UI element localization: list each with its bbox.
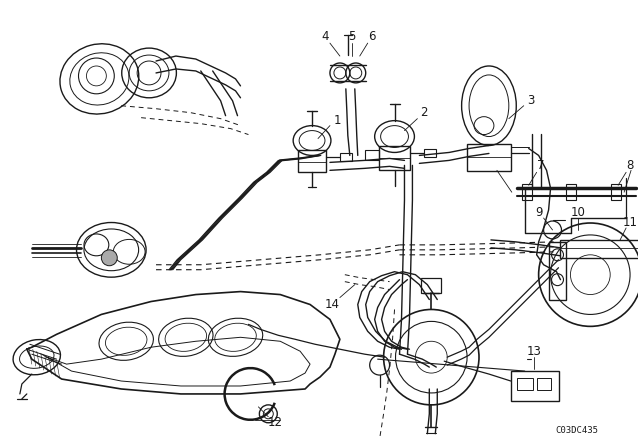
Text: 6: 6 xyxy=(368,30,376,43)
Bar xyxy=(298,151,326,172)
Bar xyxy=(340,154,352,161)
Text: C03DC435: C03DC435 xyxy=(556,426,598,435)
Text: 4: 4 xyxy=(321,30,329,43)
Bar xyxy=(421,278,441,293)
Text: 12: 12 xyxy=(268,416,283,429)
Bar xyxy=(611,184,621,200)
Text: 3: 3 xyxy=(527,94,534,107)
Bar xyxy=(548,242,566,300)
Bar xyxy=(379,146,410,170)
Circle shape xyxy=(101,250,117,266)
Text: 11: 11 xyxy=(623,215,637,228)
Text: 5: 5 xyxy=(348,30,355,43)
Bar xyxy=(537,378,550,390)
Text: 2: 2 xyxy=(420,106,428,119)
Text: 9: 9 xyxy=(535,206,542,219)
Bar xyxy=(511,371,559,401)
Bar xyxy=(522,184,532,200)
Text: 14: 14 xyxy=(324,298,339,311)
Text: 7: 7 xyxy=(537,159,545,172)
Bar xyxy=(424,150,436,157)
Text: 1: 1 xyxy=(334,114,342,127)
Text: 10: 10 xyxy=(571,206,586,219)
Text: 8: 8 xyxy=(627,159,634,172)
Bar xyxy=(467,143,511,171)
Bar xyxy=(561,240,640,258)
Text: 13: 13 xyxy=(526,345,541,358)
Bar xyxy=(566,184,577,200)
Bar xyxy=(516,378,532,390)
Bar xyxy=(365,151,379,160)
